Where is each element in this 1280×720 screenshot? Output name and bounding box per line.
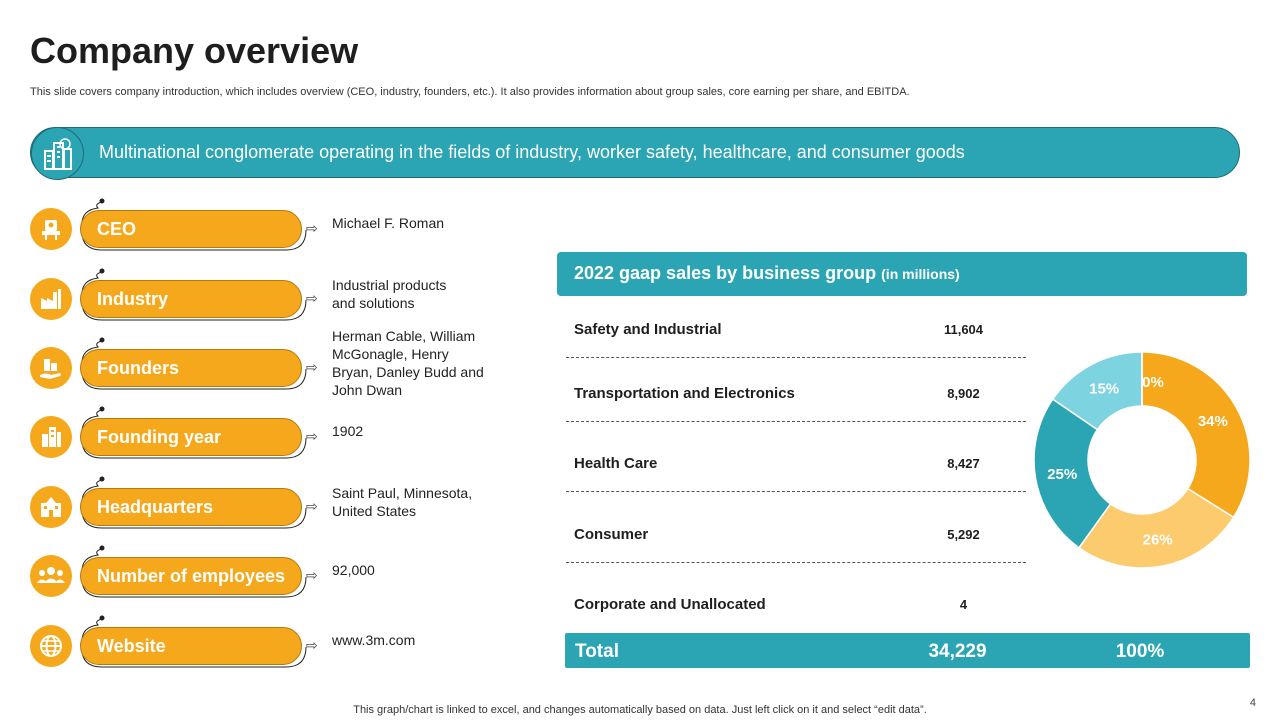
category-value: 4	[959, 597, 968, 612]
donut-slice	[1141, 351, 1251, 519]
category-value: 8,427	[947, 456, 980, 471]
fact-pill: Founding year	[80, 418, 302, 456]
fact-pill: Industry	[80, 280, 302, 318]
arrow-right-icon: ⇨	[306, 637, 318, 653]
page-number: 4	[1249, 697, 1256, 709]
total-label: Total	[575, 641, 619, 662]
fact-label: Founders	[97, 358, 180, 378]
donut-slice	[1077, 487, 1235, 569]
fact-value: Michael F. Roman	[332, 215, 445, 231]
arrow-right-icon: ⇨	[306, 290, 318, 306]
table-row: Corporate and Unallocated 4	[566, 586, 1026, 626]
fact-value: Saint Paul, Minnesota, United States	[332, 485, 473, 519]
fact-label: Number of employees	[97, 566, 286, 586]
fact-value: Industrial products and solutions	[332, 277, 447, 311]
factory-icon	[30, 278, 72, 320]
category-label: Transportation and Electronics	[574, 385, 795, 402]
page-subtitle: This slide covers company introduction, …	[30, 86, 910, 98]
donut-chart: 34% 26% 25% 15% 0%	[1033, 351, 1251, 569]
fact-pill: Number of employees	[80, 557, 302, 595]
donut-percent-label: 26%	[1143, 531, 1173, 548]
chart-title-suffix: (in millions)	[881, 266, 960, 282]
donut-percent-label: 34%	[1198, 413, 1228, 430]
building-icon	[30, 416, 72, 458]
banner-text: Multinational conglomerate operating in …	[99, 142, 965, 162]
fact-row-ceo: CEO ⇨ Michael F. Roman	[30, 198, 510, 251]
page-title: Company overview	[30, 30, 359, 71]
chart-header: 2022 gaap sales by business group (in mi…	[557, 252, 1247, 296]
fact-row-headquarters: Headquarters ⇨ Saint Paul, Minnesota, Unit…	[30, 476, 510, 529]
category-value: 5,292	[947, 527, 980, 542]
fact-pill: Headquarters	[80, 488, 302, 526]
people-group-icon	[30, 555, 72, 597]
footer-note: This graph/chart is linked to excel, and…	[353, 704, 927, 716]
total-row: Total 34,229 100%	[565, 633, 1250, 668]
fact-pill: Website	[80, 627, 302, 665]
fact-label: CEO	[97, 219, 137, 239]
globe-icon	[30, 625, 72, 667]
donut-slice	[1033, 398, 1112, 549]
fact-pill: CEO	[80, 210, 302, 248]
headquarters-icon	[30, 486, 72, 528]
fact-label: Website	[97, 636, 166, 656]
category-value: 11,604	[943, 322, 984, 337]
row-divider	[566, 562, 1026, 563]
arrow-right-icon: ⇨	[306, 567, 318, 583]
fact-row-number-of-employees: Number of employees ⇨ 92,000	[30, 545, 510, 598]
row-divider	[566, 357, 1026, 358]
hand-buildings-icon	[30, 347, 72, 389]
fact-label: Headquarters	[97, 497, 214, 517]
category-label: Corporate and Unallocated	[574, 596, 766, 613]
fact-value: Herman Cable, William McGonagle, Henry B…	[332, 328, 484, 398]
table-row: Transportation and Electronics 8,902	[566, 375, 1026, 415]
fact-value: www.3m.com	[332, 632, 416, 648]
row-divider	[566, 421, 1026, 422]
total-value: 34,229	[928, 641, 987, 662]
fact-row-industry: Industry ⇨ Industrial products and solutio…	[30, 268, 510, 321]
arrow-right-icon: ⇨	[306, 428, 318, 444]
table-row: Consumer 5,292	[566, 516, 1026, 556]
donut-percent-label: 0%	[1142, 374, 1164, 391]
fact-row-founding-year: Founding year ⇨ 1902	[30, 406, 510, 459]
category-value: 8,902	[947, 386, 980, 401]
arrow-right-icon: ⇨	[306, 220, 318, 236]
arrow-right-icon: ⇨	[306, 359, 318, 375]
fact-pill: Founders	[80, 349, 302, 387]
category-label: Consumer	[574, 526, 649, 543]
donut-percent-label: 15%	[1089, 380, 1119, 397]
summary-banner: Multinational conglomerate operating in …	[30, 127, 1240, 180]
row-divider	[566, 491, 1026, 492]
table-row: Safety and Industrial 11,604	[566, 311, 1026, 351]
fact-label: Founding year	[97, 427, 222, 447]
fact-value: 1902	[332, 423, 364, 439]
donut-percent-label: 25%	[1047, 466, 1077, 483]
arrow-right-icon: ⇨	[306, 498, 318, 514]
fact-value: 92,000	[332, 562, 375, 578]
city-buildings-icon	[31, 127, 84, 180]
table-row: Health Care 8,427	[566, 445, 1026, 485]
total-percent: 100%	[1115, 641, 1165, 662]
chart-title: 2022 gaap sales by business group	[574, 263, 877, 283]
fact-row-website: Website ⇨ www.3m.com	[30, 615, 510, 668]
ceo-chair-icon	[30, 208, 72, 250]
fact-label: Industry	[97, 289, 169, 309]
category-label: Safety and Industrial	[574, 321, 722, 338]
fact-row-founders: Founders ⇨ Herman Cable, William McGonagle…	[30, 328, 510, 398]
category-label: Health Care	[574, 455, 658, 472]
